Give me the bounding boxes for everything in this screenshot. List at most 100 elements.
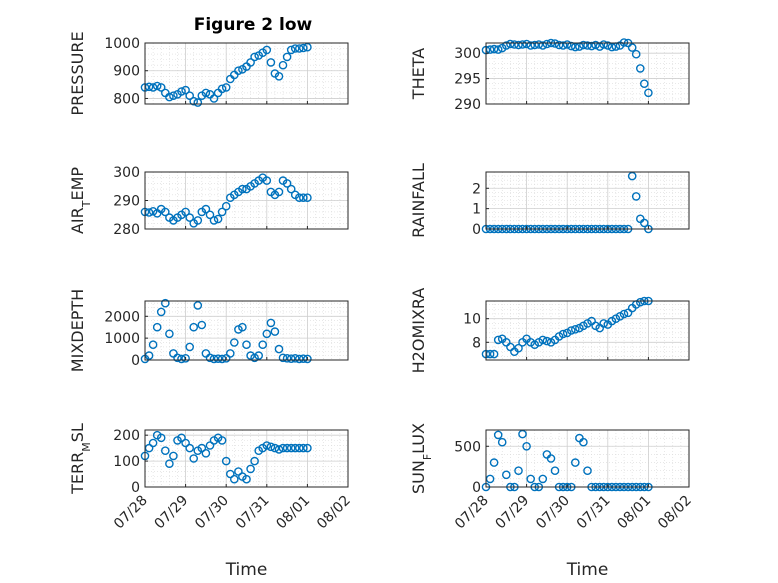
data-point: [603, 41, 613, 50]
data-point: [526, 474, 536, 484]
data-point: [514, 466, 523, 476]
data-point: [644, 88, 653, 98]
y-tick-label: 0: [131, 353, 140, 369]
y-tick-label: 1000: [104, 36, 140, 52]
data-point: [303, 354, 312, 364]
data-point: [558, 41, 568, 50]
data-point: [294, 443, 304, 453]
data-point: [250, 52, 259, 62]
data-point: [225, 349, 235, 358]
data-point: [591, 321, 600, 331]
data-point: [282, 353, 292, 363]
data-point: [493, 430, 503, 440]
data-point: [631, 192, 641, 201]
subplot-5: 0 1000 2000 MIXDEPTH: [68, 289, 349, 372]
y-tick-label: 900: [113, 64, 140, 80]
subplot-6: 8 10 H2OMIXRA: [409, 288, 690, 373]
data-point: [571, 458, 580, 467]
data-point: [185, 91, 194, 100]
data-point: [571, 324, 580, 334]
data-point: [217, 207, 227, 217]
data-point: [298, 43, 308, 53]
data-point: [189, 454, 198, 463]
axes-box: [485, 42, 690, 105]
y-tick-label: 1000: [104, 331, 140, 347]
data-point: [262, 441, 272, 450]
y-tick-label: 290: [113, 194, 140, 210]
data-point: [242, 474, 251, 484]
axes-box: [144, 42, 349, 105]
data-point: [156, 307, 166, 317]
data-point: [181, 438, 190, 448]
data-point: [193, 301, 203, 310]
data-point: [246, 58, 255, 67]
x-axis-label: Time: [566, 560, 609, 580]
data-point: [282, 443, 292, 453]
data-point: [286, 45, 296, 55]
data-point: [286, 443, 296, 453]
data-point: [262, 176, 272, 185]
data-point: [148, 438, 158, 448]
data-point: [290, 443, 300, 453]
data-point: [197, 443, 207, 453]
data-point: [160, 207, 170, 217]
data-point: [189, 322, 198, 332]
y-axis-label: MIXDEPTH: [68, 289, 87, 372]
data-point: [640, 79, 649, 88]
data-point: [636, 64, 645, 73]
data-point: [303, 443, 312, 453]
y-tick-label: 0: [131, 480, 140, 496]
y-tick-label: 280: [113, 222, 140, 238]
axes-background: [145, 301, 348, 360]
y-tick-label: 290: [454, 97, 481, 113]
data-point: [274, 445, 284, 454]
data-point: [278, 443, 288, 453]
data-point: [554, 40, 564, 50]
data-point: [538, 41, 548, 50]
data-point: [148, 340, 158, 350]
data-point: [303, 193, 312, 202]
data-point: [493, 45, 503, 54]
data-point: [258, 340, 268, 350]
data-point: [290, 44, 300, 53]
data-point: [538, 474, 548, 484]
data-point: [221, 201, 231, 211]
data-point: [591, 40, 600, 50]
data-point: [229, 474, 239, 484]
data-point: [530, 40, 540, 50]
scatter-series: [481, 296, 653, 359]
axes-background: [486, 301, 689, 360]
y-tick-label: 500: [454, 439, 481, 455]
data-point: [278, 60, 288, 70]
data-point: [599, 40, 609, 49]
data-point: [522, 39, 531, 49]
data-point: [238, 322, 247, 332]
data-point: [229, 338, 239, 347]
y-axis-label: SUNFLUX: [409, 423, 434, 494]
scatter-series: [140, 298, 312, 364]
data-point: [278, 353, 288, 363]
data-point: [234, 66, 243, 75]
y-tick-label: 200: [113, 428, 140, 444]
subplot-4: 0 1 2 RAINFALL: [409, 163, 690, 238]
data-point: [181, 85, 190, 95]
y-tick-label: 1: [472, 202, 481, 218]
data-point: [567, 326, 576, 335]
data-point: [148, 83, 158, 92]
data-point: [546, 454, 556, 463]
data-point: [148, 206, 158, 216]
data-point: [282, 52, 292, 62]
data-point: [221, 456, 231, 466]
data-point: [298, 443, 308, 453]
data-point: [286, 184, 296, 194]
data-point: [583, 319, 592, 328]
data-point: [501, 470, 511, 480]
data-point: [238, 184, 247, 194]
data-point: [636, 297, 645, 307]
data-point: [156, 433, 166, 443]
data-point: [181, 353, 190, 363]
data-point: [274, 187, 284, 197]
data-point: [221, 353, 231, 363]
data-point: [270, 327, 280, 336]
y-axis-label: PRESSURE: [68, 31, 87, 115]
